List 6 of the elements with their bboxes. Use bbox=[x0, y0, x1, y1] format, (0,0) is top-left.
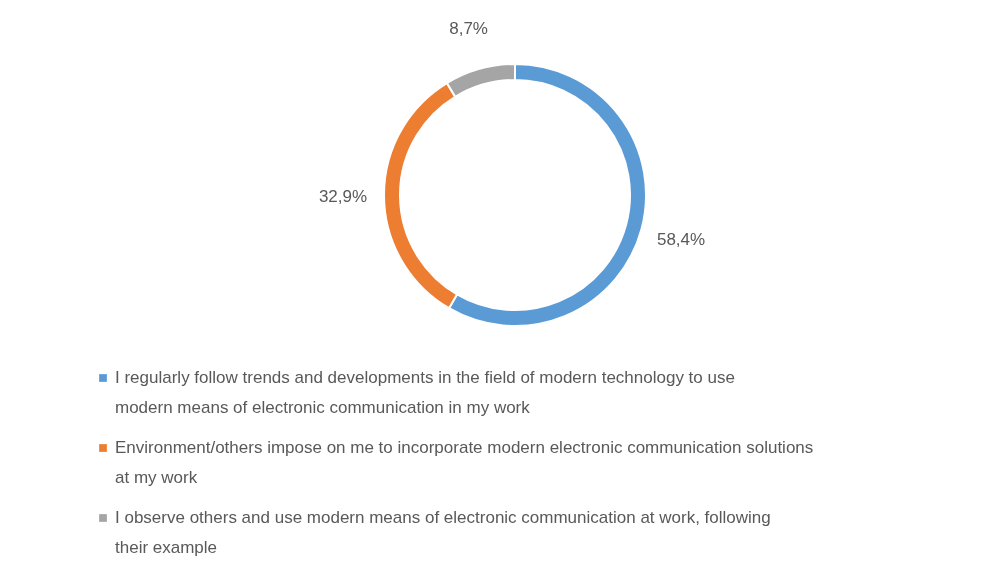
data-label: 58,4% bbox=[656, 229, 706, 249]
legend-label: Environment/others impose on me to incorporate modern electronic communication solutions at my work bbox=[115, 438, 814, 487]
legend-label: I observe others and use modern means of electronic communication at work, following their example bbox=[115, 508, 771, 557]
legend-label: I regularly follow trends and developments in the field of modern technology to use modern means of electronic communication in my work bbox=[115, 368, 735, 417]
data-label: 8,7% bbox=[449, 19, 488, 39]
data-label: 32,9% bbox=[318, 186, 368, 206]
